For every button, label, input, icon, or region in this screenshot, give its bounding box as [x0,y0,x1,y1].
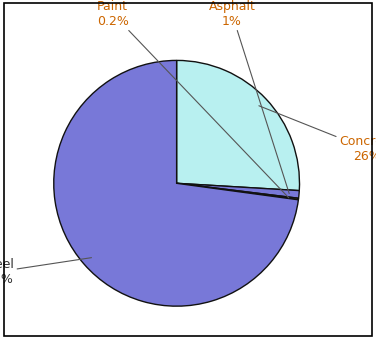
Text: Asphalt
1%: Asphalt 1% [208,0,289,194]
Wedge shape [54,60,299,306]
Wedge shape [177,60,300,191]
Text: Concrete
26%: Concrete 26% [259,106,376,163]
Text: Steel
73%: Steel 73% [0,258,91,286]
Text: Paint
0.2%: Paint 0.2% [97,0,289,198]
Wedge shape [177,183,299,200]
Wedge shape [177,183,299,198]
